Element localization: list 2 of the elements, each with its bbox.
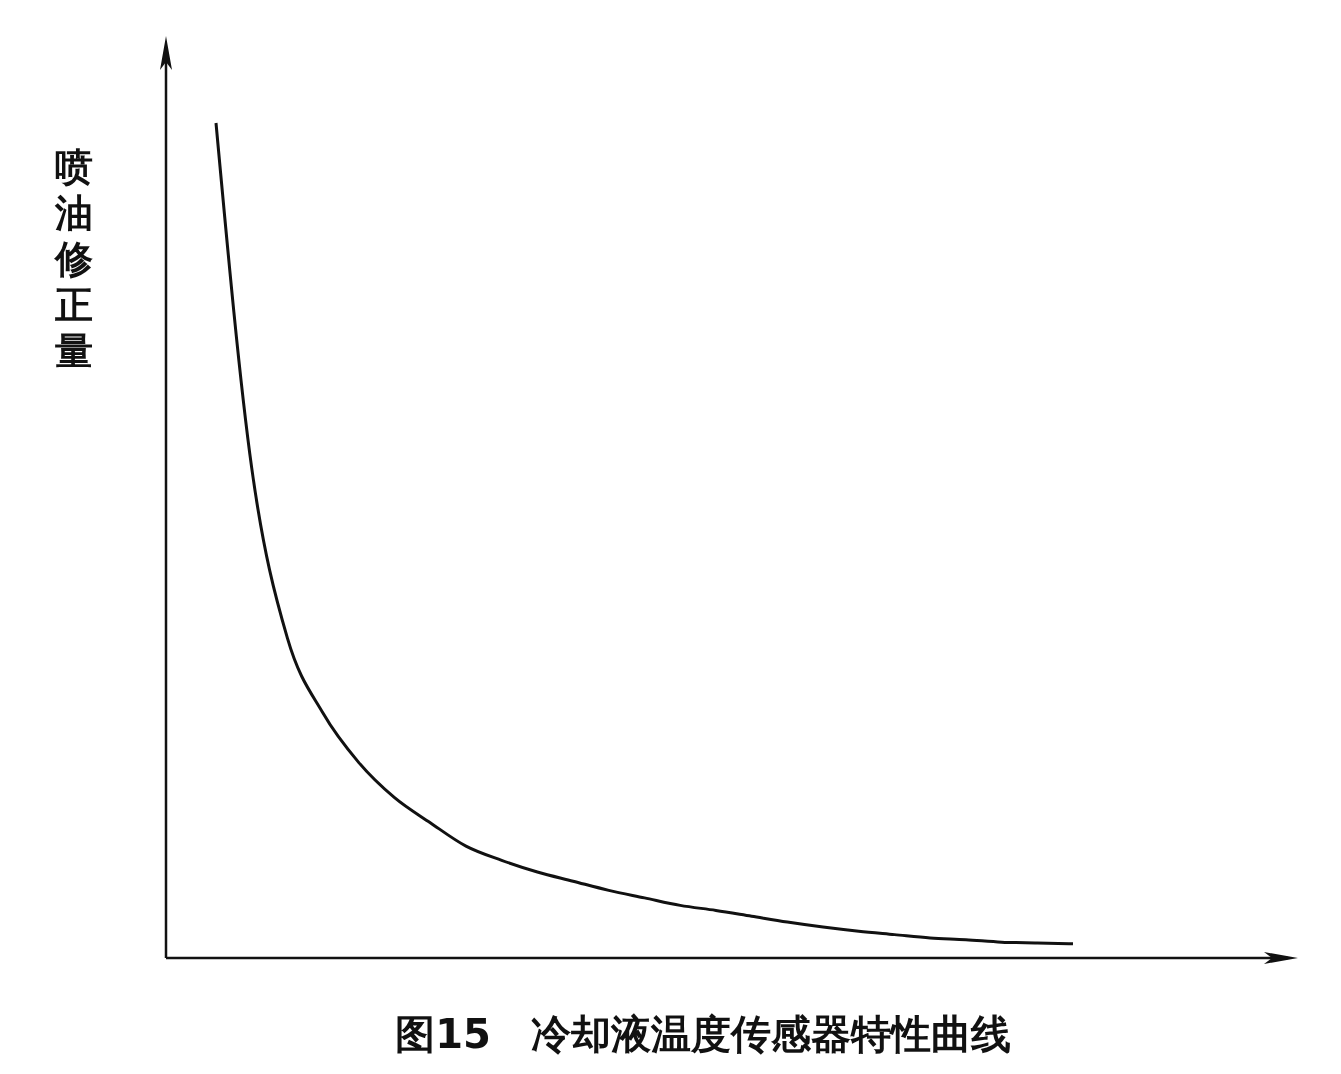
text: 图15 冷却液温度传感器特性曲线: [395, 1011, 1011, 1057]
y-axis-title: 喷油修正量: [53, 145, 93, 373]
